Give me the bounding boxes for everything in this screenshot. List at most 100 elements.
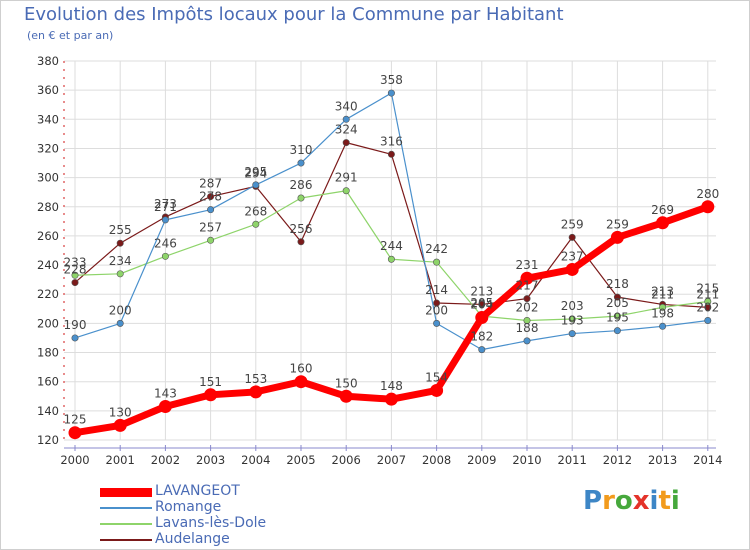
data-point: [252, 220, 260, 228]
y-tick-label: 200: [37, 316, 59, 330]
x-tick-label: 2000: [60, 453, 89, 467]
data-point: [294, 375, 308, 389]
x-tick-label: 2006: [332, 453, 361, 467]
y-tick-label: 300: [37, 171, 59, 185]
data-point: [342, 139, 350, 147]
data-point: [568, 233, 576, 241]
data-label: 231: [516, 258, 539, 272]
data-label: 316: [380, 134, 403, 148]
data-label: 153: [244, 372, 267, 386]
x-tick-label: 2013: [648, 453, 677, 467]
x-tick-label: 2002: [151, 453, 180, 467]
data-label: 271: [154, 200, 177, 214]
data-point: [659, 322, 667, 330]
data-label: 204: [470, 298, 493, 312]
data-label: 280: [696, 187, 719, 201]
data-label: 268: [244, 204, 267, 218]
data-point: [297, 159, 305, 167]
data-label: 154: [425, 370, 448, 384]
data-point: [656, 216, 670, 230]
data-point: [478, 300, 486, 308]
data-label: 160: [290, 362, 313, 376]
data-label: 200: [109, 303, 132, 317]
data-label: 255: [109, 223, 132, 237]
y-tick-label: 160: [37, 375, 59, 389]
y-tick-label: 280: [37, 200, 59, 214]
data-label: 143: [154, 386, 177, 400]
data-point: [704, 298, 712, 306]
data-point: [252, 181, 260, 189]
legend-swatch-lavans-les-dole: [100, 523, 152, 525]
data-point: [116, 319, 124, 327]
data-point: [207, 193, 215, 201]
data-label: 233: [64, 255, 87, 269]
x-tick-label: 2008: [422, 453, 451, 467]
legend-swatch-lavangeot: [100, 488, 152, 497]
data-point: [161, 216, 169, 224]
data-label: 242: [425, 242, 448, 256]
data-label: 324: [335, 123, 358, 137]
data-label: 259: [606, 217, 629, 231]
data-point: [207, 236, 215, 244]
data-label: 218: [606, 277, 629, 291]
data-label: 202: [516, 300, 539, 314]
y-tick-label: 140: [37, 404, 59, 418]
data-point: [659, 303, 667, 311]
data-point: [610, 230, 624, 244]
data-label: 259: [561, 217, 584, 231]
legend-label-audelange: Audelange: [155, 531, 230, 547]
data-label: 190: [64, 318, 87, 332]
data-point: [116, 239, 124, 247]
data-label: 291: [335, 171, 358, 185]
data-label: 205: [470, 296, 493, 310]
data-point: [433, 299, 441, 307]
data-point: [387, 255, 395, 263]
x-tick-label: 2001: [106, 453, 135, 467]
data-label: 228: [64, 263, 87, 277]
y-tick-label: 120: [37, 433, 59, 447]
data-label: 286: [290, 178, 313, 192]
data-point: [387, 89, 395, 97]
data-point: [387, 150, 395, 158]
data-label: 205: [606, 296, 629, 310]
data-label: 234: [109, 254, 132, 268]
data-label: 211: [651, 287, 674, 301]
data-label: 215: [696, 282, 719, 296]
data-label: 130: [109, 405, 132, 419]
data-point: [565, 262, 579, 276]
data-label: 148: [380, 379, 403, 393]
data-label: 287: [199, 177, 222, 191]
data-point: [523, 316, 531, 324]
data-point: [701, 200, 715, 214]
data-label: 195: [606, 311, 629, 325]
data-label: 257: [199, 220, 222, 234]
y-tick-label: 260: [37, 229, 59, 243]
data-point: [207, 206, 215, 214]
data-label: 217: [516, 279, 539, 293]
data-point: [520, 271, 534, 285]
data-point: [249, 385, 263, 399]
y-tick-label: 360: [37, 83, 59, 97]
data-point: [433, 319, 441, 327]
data-point: [297, 194, 305, 202]
data-label: 273: [154, 197, 177, 211]
data-point: [116, 270, 124, 278]
data-label: 278: [199, 190, 222, 204]
legend-label-lavangeot: LAVANGEOT: [155, 483, 240, 499]
x-tick-label: 2014: [693, 453, 722, 467]
data-point: [523, 337, 531, 345]
data-point: [704, 316, 712, 324]
data-point: [68, 426, 82, 440]
x-tick-label: 2012: [603, 453, 632, 467]
legend-swatch-audelange: [100, 539, 152, 541]
data-point: [342, 115, 350, 123]
data-label: 244: [380, 239, 403, 253]
data-label: 202: [696, 300, 719, 314]
data-point: [478, 346, 486, 354]
data-label: 188: [516, 321, 539, 335]
data-label: 213: [651, 284, 674, 298]
y-tick-label: 220: [37, 287, 59, 301]
data-point: [568, 315, 576, 323]
data-point: [430, 383, 444, 397]
